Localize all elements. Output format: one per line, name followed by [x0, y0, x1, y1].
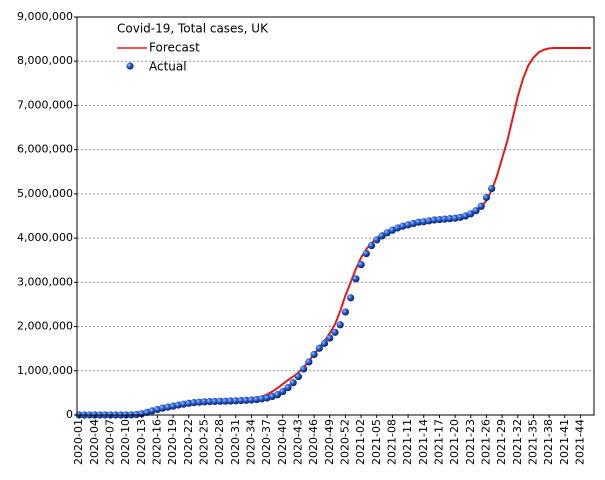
legend-label: Actual — [149, 60, 187, 74]
y-tick-label: 6,000,000 — [17, 143, 73, 156]
x-tick-label: 2020-31 — [229, 419, 242, 465]
x-tick-label: 2020-19 — [166, 419, 179, 465]
y-tick-label: 9,000,000 — [17, 10, 73, 23]
y-tick-label: 4,000,000 — [17, 231, 73, 244]
x-tick-label: 2020-49 — [323, 419, 336, 465]
actual-point — [367, 242, 376, 250]
actual-point — [488, 184, 496, 193]
actual-point — [237, 396, 245, 405]
x-tick-label: 2021-41 — [558, 419, 571, 465]
x-tick-label: 2020-52 — [338, 419, 351, 465]
x-tick-label: 2020-22 — [182, 419, 195, 465]
actual-point — [331, 328, 339, 336]
x-tick-label: 2020-43 — [291, 419, 304, 465]
actual-point — [273, 391, 282, 399]
actual-point — [247, 396, 256, 404]
x-tick-label: 2020-37 — [260, 419, 273, 465]
actual-point — [352, 275, 360, 283]
x-tick-label: 2021-38 — [542, 419, 555, 465]
x-tick-label: 2021-02 — [354, 419, 367, 465]
actual-point — [289, 379, 297, 387]
x-tick-label: 2020-46 — [307, 419, 320, 465]
actual-point — [226, 397, 235, 405]
x-tick-label: 2021-44 — [573, 419, 586, 465]
actual-point — [211, 397, 219, 406]
actual-point — [310, 350, 318, 359]
x-tick-label: 2021-05 — [370, 419, 383, 465]
actual-point — [435, 215, 444, 224]
x-tick-label: 2021-35 — [526, 419, 539, 465]
y-tick-label: 0 — [66, 408, 73, 421]
y-tick-label: 8,000,000 — [17, 54, 73, 67]
actual-point — [190, 399, 198, 407]
y-tick-label: 3,000,000 — [17, 275, 73, 288]
actual-point — [357, 261, 365, 269]
actual-point — [305, 358, 313, 366]
x-tick-label: 2021-32 — [511, 419, 524, 465]
x-tick-label: 2021-26 — [479, 419, 492, 465]
actual-point — [195, 398, 203, 406]
actual-point — [472, 207, 480, 215]
x-tick-label: 2020-25 — [197, 419, 210, 465]
actual-point — [477, 202, 485, 210]
actual-point — [373, 236, 381, 244]
x-tick-label: 2021-11 — [401, 419, 414, 465]
x-tick-label: 2020-01 — [72, 419, 85, 465]
legend-swatch — [126, 62, 134, 70]
actual-point — [315, 344, 323, 352]
actual-point — [294, 372, 303, 381]
x-tick-label: 2021-17 — [432, 419, 445, 465]
marks — [75, 46, 591, 419]
actual-point — [446, 215, 454, 223]
actual-point — [242, 396, 250, 404]
actual-point — [441, 215, 449, 223]
x-tick-label: 2021-08 — [385, 419, 398, 465]
legend-title: Covid-19, Total cases, UK — [117, 22, 269, 36]
actual-point — [467, 210, 475, 218]
y-tick-label: 1,000,000 — [17, 364, 73, 377]
actual-point — [347, 294, 355, 302]
actual-point — [200, 398, 209, 406]
x-tick-label: 2020-40 — [276, 419, 289, 465]
x-tick-label: 2021-29 — [495, 419, 508, 465]
legend-label: Forecast — [149, 41, 200, 55]
grid — [77, 16, 594, 416]
actual-point — [430, 216, 438, 224]
x-tick-label: 2020-04 — [88, 419, 101, 465]
actual-point — [185, 399, 193, 407]
actual-point — [378, 232, 386, 240]
x-tick-label: 2020-10 — [119, 419, 132, 465]
y-tick-label: 7,000,000 — [17, 98, 73, 111]
x-tick-label: 2020-16 — [150, 419, 163, 465]
actual-point — [414, 218, 423, 226]
x-tick-label: 2020-28 — [213, 419, 226, 465]
actual-point — [232, 397, 240, 405]
actual-point — [336, 321, 344, 329]
x-tick-label: 2021-14 — [417, 419, 430, 465]
x-tick-label: 2021-23 — [464, 419, 477, 465]
actual-point — [320, 339, 329, 347]
x-tick-label: 2020-13 — [135, 419, 148, 465]
actual-point — [341, 308, 350, 316]
x-tick-label: 2021-20 — [448, 419, 461, 465]
actual-point — [362, 249, 370, 258]
x-tick-label: 2020-07 — [103, 419, 116, 465]
y-tick-label: 2,000,000 — [17, 320, 73, 333]
actual-point — [206, 398, 214, 406]
forecast-line — [79, 46, 591, 416]
actual-point — [221, 397, 229, 405]
x-tick-label: 2020-34 — [244, 419, 257, 465]
actual-point — [216, 397, 224, 405]
actual-point — [279, 387, 287, 396]
actual-point — [326, 334, 334, 342]
y-tick-label: 5,000,000 — [17, 187, 73, 200]
actual-point — [300, 365, 308, 373]
actual-point — [253, 395, 261, 404]
actual-point — [482, 193, 491, 202]
plot-frame — [76, 16, 595, 416]
actual-point — [284, 383, 292, 392]
